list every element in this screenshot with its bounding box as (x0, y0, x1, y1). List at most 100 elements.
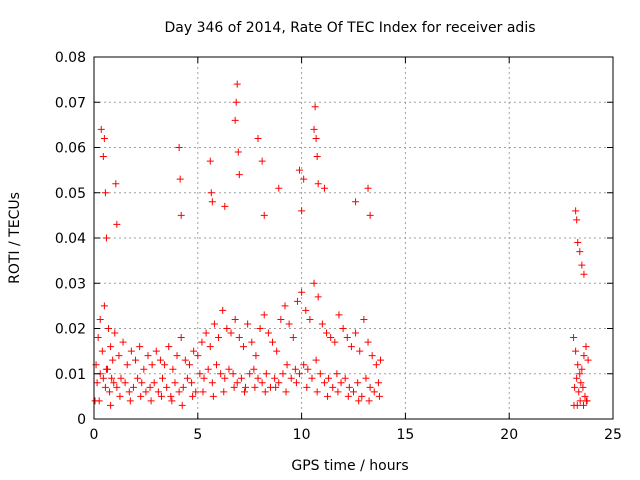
x-tick-label: 10 (293, 427, 311, 443)
data-point (154, 388, 162, 396)
data-point (360, 315, 368, 323)
data-point (227, 329, 235, 337)
data-point (217, 370, 225, 378)
data-point (107, 401, 115, 409)
data-point (365, 397, 373, 405)
data-point (108, 374, 116, 382)
y-tick-label: 0.01 (55, 367, 86, 383)
data-point (576, 370, 584, 378)
data-point (123, 361, 131, 369)
data-point (202, 329, 210, 337)
data-point (292, 379, 300, 387)
data-point (285, 320, 293, 328)
data-point (237, 374, 245, 382)
data-point (235, 334, 243, 342)
data-point (163, 383, 171, 391)
data-point (102, 234, 110, 242)
data-point (200, 374, 208, 382)
data-point (221, 202, 229, 210)
data-point (573, 216, 581, 224)
chart-title: Day 346 of 2014, Rate Of TEC Index for r… (164, 20, 535, 36)
data-point (310, 125, 318, 133)
data-point (352, 198, 360, 206)
data-point (146, 383, 154, 391)
data-point (298, 207, 306, 215)
data-point (194, 352, 202, 360)
data-point (94, 334, 102, 342)
data-point (318, 320, 326, 328)
data-point (370, 388, 378, 396)
data-point (167, 392, 175, 400)
data-point (176, 175, 184, 183)
data-point (220, 388, 228, 396)
data-point (282, 388, 290, 396)
data-point (189, 392, 197, 400)
data-point (242, 383, 250, 391)
data-point (335, 311, 343, 319)
data-point (289, 334, 297, 342)
y-tick-label: 0.08 (55, 50, 86, 66)
data-point (109, 356, 117, 364)
data-point (100, 302, 108, 310)
data-point (177, 334, 185, 342)
data-point (196, 370, 204, 378)
data-point (582, 397, 590, 405)
x-tick-labels: 0 5 10 15 20 25 (90, 427, 622, 443)
data-point (334, 388, 342, 396)
data-point (210, 320, 218, 328)
data-point (171, 379, 179, 387)
data-point (116, 392, 124, 400)
data-point (329, 383, 337, 391)
data-point (316, 370, 324, 378)
data-point (137, 392, 145, 400)
data-point (275, 184, 283, 192)
data-point (573, 401, 581, 409)
data-point (584, 356, 592, 364)
data-point (95, 397, 103, 405)
data-point (110, 379, 118, 387)
y-tick-label: 0.02 (55, 322, 86, 338)
data-point (140, 365, 148, 373)
data-point (376, 356, 384, 364)
data-point (221, 374, 229, 382)
data-point (199, 388, 207, 396)
data-point (232, 98, 240, 106)
y-axis-label: ROTI / TECUs (7, 192, 23, 284)
data-point (358, 392, 366, 400)
data-point (208, 379, 216, 387)
data-point (271, 374, 279, 382)
data-point (138, 379, 146, 387)
data-point (181, 356, 189, 364)
data-point (355, 397, 363, 405)
data-point (331, 338, 339, 346)
data-point (113, 220, 121, 228)
data-point (345, 383, 353, 391)
data-point (207, 189, 215, 197)
data-point (126, 397, 134, 405)
data-point (231, 315, 239, 323)
data-point (168, 397, 176, 405)
data-point (311, 103, 319, 111)
data-point (178, 401, 186, 409)
data-point (578, 365, 586, 373)
data-point (260, 311, 268, 319)
data-point (320, 379, 328, 387)
data-point (272, 383, 280, 391)
data-point (97, 125, 105, 133)
data-point (188, 379, 196, 387)
axis-ticks (93, 56, 614, 420)
data-point (239, 343, 247, 351)
data-point (117, 374, 125, 382)
data-point (179, 383, 187, 391)
data-point (152, 347, 160, 355)
data-point (177, 211, 185, 219)
data-point (298, 288, 306, 296)
data-point (374, 379, 382, 387)
data-point (368, 352, 376, 360)
data-point (198, 338, 206, 346)
data-point (159, 374, 167, 382)
data-point (248, 338, 256, 346)
data-point (313, 388, 321, 396)
data-point (354, 379, 362, 387)
